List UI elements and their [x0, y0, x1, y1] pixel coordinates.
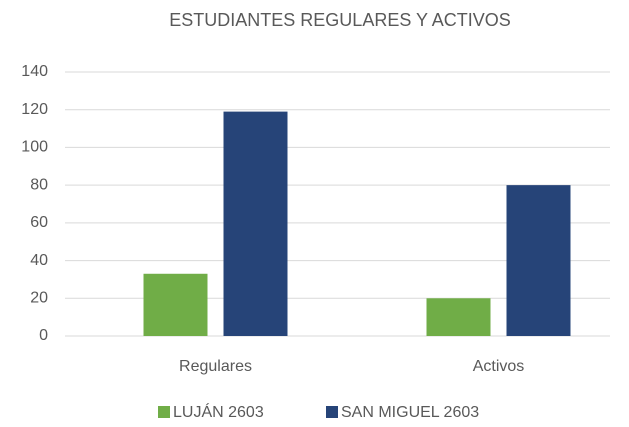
legend-swatch — [326, 406, 338, 418]
y-tick-label: 120 — [21, 101, 48, 118]
y-tick-label: 60 — [30, 214, 48, 231]
chart-title: ESTUDIANTES REGULARES Y ACTIVOS — [169, 10, 510, 30]
x-tick-label: Regulares — [179, 358, 252, 375]
y-tick-label: 140 — [21, 63, 48, 80]
legend-swatch — [158, 406, 170, 418]
bar — [426, 298, 491, 336]
y-tick-label: 20 — [30, 290, 48, 307]
y-tick-label: 40 — [30, 252, 48, 269]
y-tick-label: 80 — [30, 176, 48, 193]
x-tick-label: Activos — [473, 358, 525, 375]
bar — [506, 185, 571, 336]
y-tick-label: 0 — [39, 327, 48, 344]
legend-label: SAN MIGUEL 2603 — [341, 404, 479, 421]
y-tick-label: 100 — [21, 139, 48, 156]
bar — [223, 111, 288, 336]
bar — [143, 273, 208, 336]
legend-label: LUJÁN 2603 — [173, 402, 264, 421]
